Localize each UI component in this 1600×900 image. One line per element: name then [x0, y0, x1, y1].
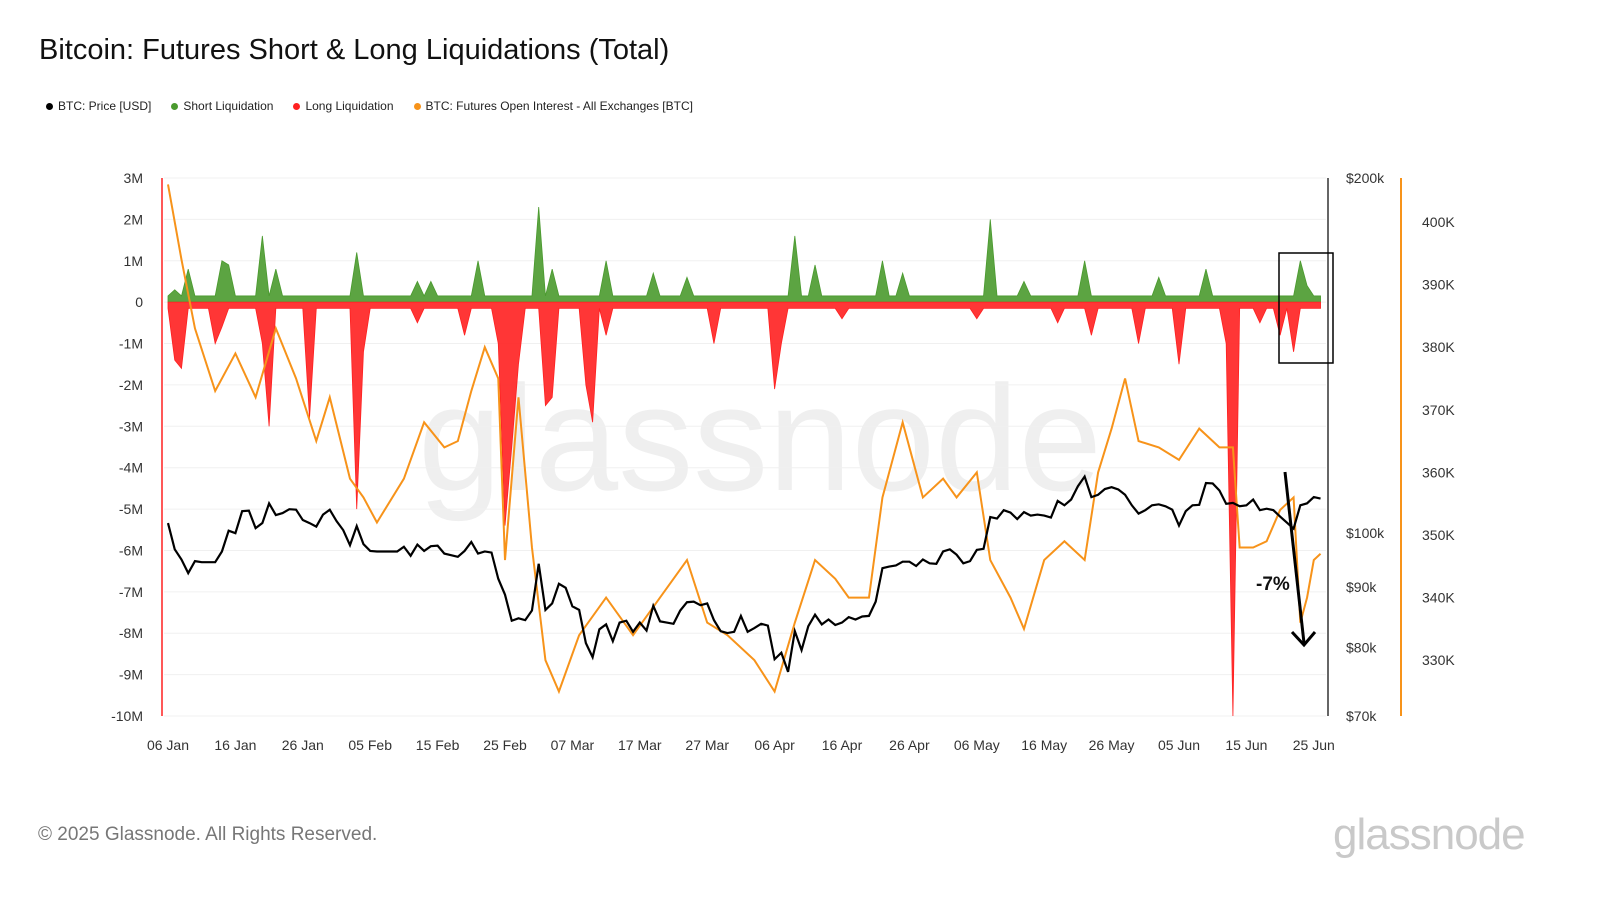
left-axis-tick: 1M [124, 253, 143, 269]
left-axis-tick: -8M [119, 625, 143, 641]
left-axis-tick: 3M [124, 170, 143, 186]
legend-item-oi[interactable]: BTC: Futures Open Interest - All Exchang… [413, 99, 693, 113]
price-axis-tick: $80k [1346, 640, 1377, 656]
x-axis-tick: 17 Mar [618, 737, 662, 753]
price-axis-tick: $70k [1346, 708, 1377, 724]
x-axis-tick: 26 Jan [282, 737, 324, 753]
x-axis-tick: 16 Apr [822, 737, 863, 753]
legend-label: Short Liquidation [183, 99, 274, 113]
legend-item-short[interactable]: Short Liquidation [171, 99, 273, 113]
oi-axis-tick: 350K [1422, 527, 1455, 543]
legend-dot-icon [293, 102, 301, 110]
legend-dot-icon [46, 102, 53, 110]
legend: BTC: Price [USD] Short Liquidation Long … [46, 99, 693, 113]
x-axis-tick: 05 Jun [1158, 737, 1200, 753]
glassnode-logo: glassnode [1333, 810, 1526, 859]
left-axis-tick: -5M [119, 501, 143, 517]
legend-item-price[interactable]: BTC: Price [USD] [46, 99, 151, 113]
legend-label: Long Liquidation [305, 99, 394, 113]
left-axis-tick: -3M [119, 418, 143, 434]
oi-axis-tick: 360K [1422, 464, 1455, 480]
legend-dot-icon [413, 102, 421, 110]
price-axis-tick: $200k [1346, 170, 1385, 186]
x-axis-tick: 16 May [1021, 737, 1067, 753]
copyright: © 2025 Glassnode. All Rights Reserved. [38, 824, 378, 845]
chart-title: Bitcoin: Futures Short & Long Liquidatio… [39, 34, 670, 66]
x-axis-tick: 07 Mar [551, 737, 595, 753]
highlight-box [1278, 252, 1334, 364]
x-axis-tick: 26 May [1089, 737, 1135, 753]
x-axis-tick: 15 Jun [1225, 737, 1267, 753]
short-liquidation-area [167, 206, 1321, 303]
x-axis-tick: 27 Mar [685, 737, 729, 753]
oi-axis-tick: 340K [1422, 590, 1455, 606]
left-axis-tick: -6M [119, 542, 143, 558]
oi-axis-tick: 400K [1422, 214, 1455, 230]
oi-axis-tick: 380K [1422, 339, 1455, 355]
price-line [166, 474, 1321, 673]
x-axis-tick: 16 Jan [214, 737, 256, 753]
legend-label: BTC: Price [USD] [58, 99, 152, 113]
left-axis-tick: -9M [119, 667, 143, 683]
open-interest-line [167, 184, 1322, 695]
legend-label: BTC: Futures Open Interest - All Exchang… [425, 99, 693, 113]
left-axis-tick: -2M [119, 377, 143, 393]
long-liquidation-area [167, 301, 1321, 717]
oi-axis-tick: 330K [1422, 652, 1455, 668]
down-arrow-icon [1283, 471, 1317, 648]
x-axis-tick: 06 Apr [754, 737, 795, 753]
x-axis-tick: 05 Feb [348, 737, 392, 753]
left-axis-tick: -4M [119, 460, 143, 476]
left-axis-tick: -10M [111, 708, 143, 724]
left-axis-tick: 0 [135, 294, 143, 310]
x-axis-tick: 06 Jan [147, 737, 189, 753]
legend-item-long[interactable]: Long Liquidation [293, 99, 394, 113]
left-axis-tick: -1M [119, 336, 143, 352]
x-axis-tick: 26 Apr [889, 737, 930, 753]
x-axis-tick: 15 Feb [416, 737, 460, 753]
x-axis-tick: 25 Feb [483, 737, 527, 753]
oi-axis-tick: 370K [1422, 402, 1455, 418]
legend-dot-icon [171, 102, 179, 110]
price-axis-tick: $90k [1346, 579, 1377, 595]
watermark: glassnode [418, 354, 1102, 522]
x-axis-tick: 25 Jun [1293, 737, 1335, 753]
left-axis-tick: -7M [119, 584, 143, 600]
price-axis-tick: $100k [1346, 525, 1385, 541]
annotation-label: -7% [1256, 574, 1290, 595]
left-axis-tick: 2M [124, 211, 143, 227]
x-axis-tick: 06 May [954, 737, 1000, 753]
oi-axis-tick: 390K [1422, 277, 1455, 293]
